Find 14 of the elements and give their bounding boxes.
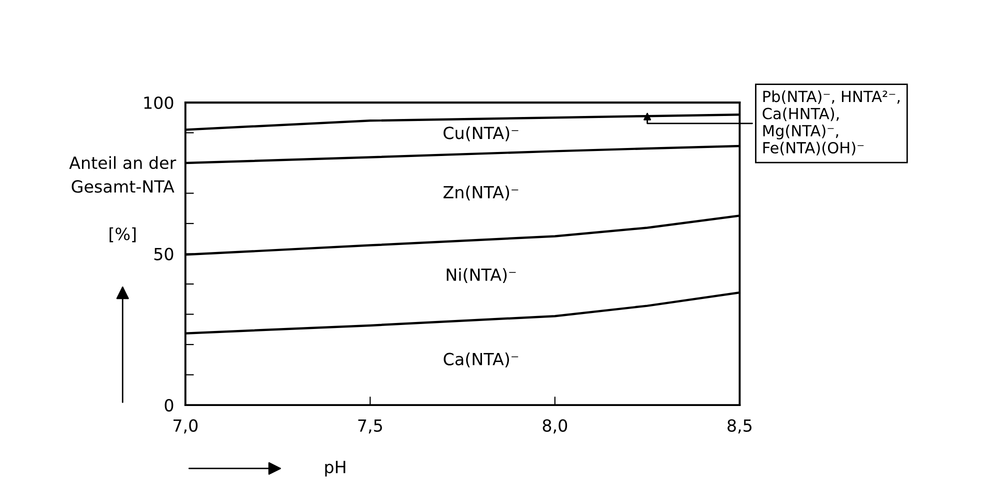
y-tick-label: 100 [144,96,174,110]
series-label: Ca(NTA)⁻ [444,352,518,368]
x-tick-label: 8,0 [542,419,568,434]
series-label: Cu(NTA)⁻ [444,126,518,142]
x-axis-title: pH [325,460,346,477]
series-label: Zn(NTA)⁻ [443,186,518,200]
x-tick-label: 7,0 [174,419,198,434]
y-tick-label: 50 [154,248,174,260]
series-label: Ni(NTA)⁻ [446,268,516,283]
y-tick-label: 0 [164,399,174,412]
series-label: Pb(NTA)⁻, HNTA²⁻, Ca(HNTA), Mg(NTA)⁻, Fe(NTA)(OH)⁻ [762,90,900,156]
x-tick-label: 7,5 [358,419,382,434]
text: Anteil an der Gesamt-NTA [%] [69,156,176,242]
x-tick-label: 8,5 [728,419,752,434]
